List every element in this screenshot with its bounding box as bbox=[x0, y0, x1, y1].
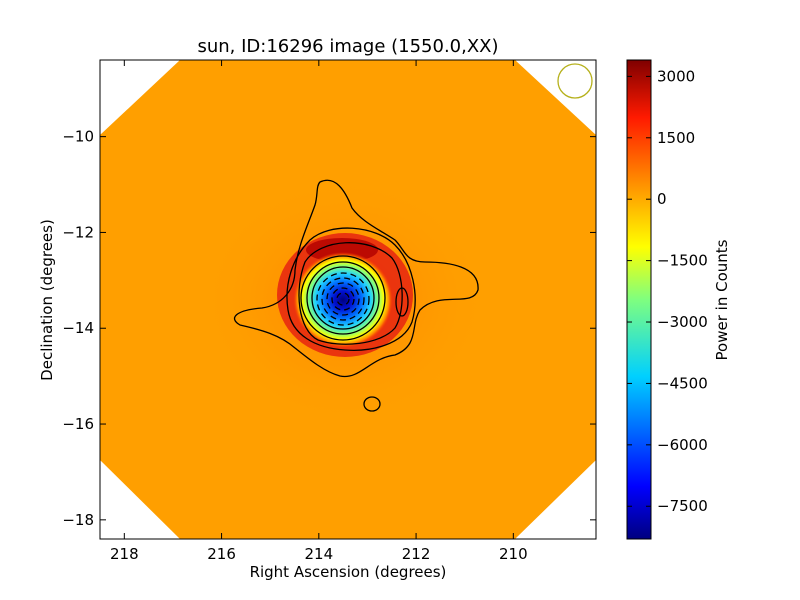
y-tick-label-1: −12 bbox=[62, 223, 94, 241]
plot-frame bbox=[99, 59, 597, 540]
x-axis-label: Right Ascension (degrees) bbox=[250, 563, 447, 581]
contour-2 bbox=[286, 227, 416, 351]
contour-lobe-right bbox=[395, 287, 409, 317]
neg-contour-4 bbox=[331, 287, 355, 311]
contour-outer bbox=[234, 179, 479, 378]
x-tick-label-0: 218 bbox=[110, 545, 139, 563]
neg-contour-3 bbox=[326, 282, 360, 316]
x-tick-label-3: 212 bbox=[402, 545, 431, 563]
y-axis-label: Declination (degrees) bbox=[38, 219, 56, 381]
contour-lines bbox=[234, 179, 479, 412]
neg-contour-2 bbox=[321, 277, 365, 321]
plot-area bbox=[100, 60, 596, 539]
colorbar-tick-label-7: −7500 bbox=[657, 497, 708, 515]
x-tick-label-4: 210 bbox=[499, 545, 528, 563]
contour-inner-2 bbox=[306, 261, 380, 335]
contour-inner-3 bbox=[311, 266, 375, 330]
contour-spot bbox=[363, 396, 381, 412]
x-tick-label-1: 216 bbox=[207, 545, 236, 563]
colorbar: 3000 1500 0 −1500 −3000 −4500 −6000 −7500 Power… bbox=[626, 59, 731, 540]
x-axis-ticks: 218 216 214 212 210 bbox=[110, 60, 528, 563]
beam-marker bbox=[557, 63, 593, 99]
colorbar-tick-label-5: −4500 bbox=[657, 374, 708, 392]
neg-contour-1 bbox=[316, 272, 370, 326]
y-tick-label-0: −10 bbox=[62, 128, 94, 146]
colorbar-tick-label-2: 0 bbox=[657, 190, 667, 208]
contour-3 bbox=[298, 242, 403, 345]
colorbar-gradient bbox=[626, 59, 652, 540]
colorbar-tick-label-6: −6000 bbox=[657, 436, 708, 454]
neg-contour-5 bbox=[336, 292, 350, 306]
y-tick-label-2: −14 bbox=[62, 319, 94, 337]
y-tick-label-4: −18 bbox=[62, 511, 94, 529]
colorbar-tick-label-4: −3000 bbox=[657, 313, 708, 331]
y-axis-ticks: −10 −12 −14 −16 −18 bbox=[62, 128, 596, 529]
chart-title: sun, ID:16296 image (1550.0,XX) bbox=[197, 36, 498, 57]
colorbar-tick-label-0: 3000 bbox=[657, 67, 695, 85]
colorbar-label: Power in Counts bbox=[713, 239, 731, 360]
contour-inner-1 bbox=[300, 255, 386, 341]
colorbar-ticks: 3000 1500 0 −1500 −3000 −4500 −6000 −7500 bbox=[627, 67, 708, 515]
x-tick-label-2: 214 bbox=[305, 545, 334, 563]
colorbar-tick-label-3: −1500 bbox=[657, 252, 708, 270]
y-tick-label-3: −16 bbox=[62, 415, 94, 433]
negative-contours bbox=[316, 272, 370, 326]
colorbar-tick-label-1: 1500 bbox=[657, 129, 695, 147]
